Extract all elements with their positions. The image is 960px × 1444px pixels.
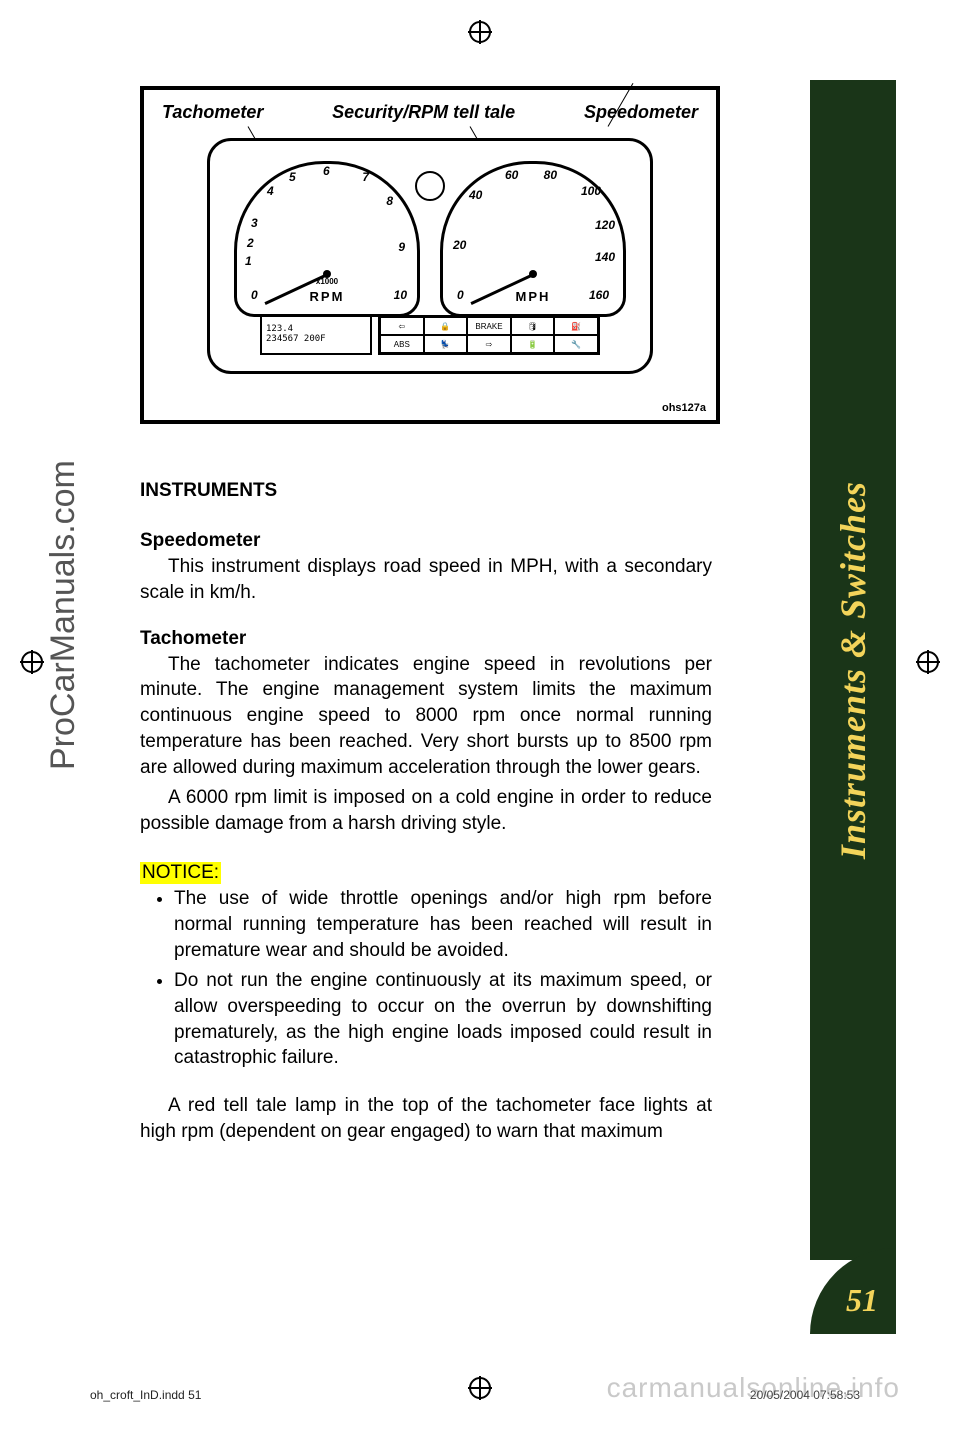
tachometer-heading: Tachometer: [140, 628, 712, 650]
page-number: 51: [846, 1282, 878, 1319]
tach-tick: 1: [245, 254, 252, 268]
turn-left-icon: ⇦: [380, 317, 424, 335]
tach-tick: 8: [386, 194, 393, 208]
section-title: INSTRUMENTS: [140, 480, 712, 502]
warning-icon-grid: ⇦ 🔒 BRAKE 🛢 ⛽ ABS 💺 ⇨ 🔋 🔧: [378, 315, 600, 355]
speedometer-paragraph: This instrument displays road speed in M…: [140, 554, 712, 606]
tail-paragraph: A red tell tale lamp in the top of the t…: [140, 1093, 712, 1145]
speed-tick: 40: [469, 188, 482, 202]
diagram-labels: Tachometer Security/RPM tell tale Speedo…: [144, 102, 716, 123]
tach-tick: 9: [398, 240, 405, 254]
lower-panels: 123.4 234567 200F ⇦ 🔒 BRAKE 🛢 ⛽ ABS 💺 ⇨ …: [260, 315, 600, 355]
engine-icon: 🔧: [554, 335, 598, 353]
tach-tick: 5: [289, 170, 296, 184]
abs-icon: ABS: [380, 335, 424, 353]
crop-mark: [468, 1376, 492, 1400]
speed-unit: MPH: [443, 289, 623, 304]
tachometer-paragraph-2: A 6000 rpm limit is imposed on a cold en…: [140, 785, 712, 837]
logo-badge: [415, 171, 445, 201]
label-speedometer: Speedometer: [584, 102, 698, 123]
label-tachometer: Tachometer: [162, 102, 263, 123]
tach-sublabel: x1000: [237, 277, 417, 286]
notice-item: The use of wide throttle openings and/or…: [174, 886, 712, 963]
speed-tick: 100: [581, 184, 601, 198]
tachometer-paragraph-1: The tachometer indicates engine speed in…: [140, 652, 712, 781]
speedometer-dial: 0 20 40 60 80 100 120 140 160 MPH: [440, 161, 626, 317]
battery-icon: 🔋: [511, 335, 555, 353]
tachometer-dial: 0 1 2 3 4 5 6 7 8 9 10 x1000 RPM: [234, 161, 420, 317]
diagram-id: ohs127a: [662, 402, 706, 414]
lcd-panel: 123.4 234567 200F: [260, 315, 372, 355]
tach-tick: 2: [247, 236, 254, 250]
notice-label: NOTICE:: [140, 862, 221, 884]
crop-mark: [468, 20, 492, 44]
footer-file: oh_croft_InD.indd 51: [90, 1388, 201, 1402]
tach-tick: 6: [323, 164, 330, 178]
tach-tick: 4: [267, 184, 274, 198]
speedometer-heading: Speedometer: [140, 530, 712, 552]
speed-pivot: [529, 270, 537, 278]
oil-icon: 🛢: [511, 317, 555, 335]
brake-icon: BRAKE: [467, 317, 511, 335]
instrument-diagram: Tachometer Security/RPM tell tale Speedo…: [140, 86, 720, 424]
speed-tick: 20: [453, 238, 466, 252]
fuel-icon: ⛽: [554, 317, 598, 335]
speed-tick: 140: [595, 250, 615, 264]
notice-item: Do not run the engine continuously at it…: [174, 968, 712, 1071]
notice-list: The use of wide throttle openings and/or…: [140, 886, 712, 1071]
tach-tick: 3: [251, 216, 258, 230]
turn-right-icon: ⇨: [467, 335, 511, 353]
watermark-side: ProCarManuals.com: [44, 460, 83, 770]
crop-mark: [20, 650, 44, 674]
speed-tick: 120: [595, 218, 615, 232]
instrument-cluster: 0 1 2 3 4 5 6 7 8 9 10 x1000 RPM 0 20 40: [207, 138, 653, 374]
tach-unit: RPM: [237, 289, 417, 304]
lcd-line2: 234567 200F: [266, 335, 366, 345]
content-column: Tachometer Security/RPM tell tale Speedo…: [140, 86, 712, 1149]
seatbelt-icon: 💺: [424, 335, 468, 353]
lock-icon: 🔒: [424, 317, 468, 335]
section-tab: Instruments & Switches: [810, 80, 896, 1260]
speed-tick: 60: [505, 168, 518, 182]
footer-timestamp: 20/05/2004 07:58:53: [750, 1388, 860, 1402]
crop-mark: [916, 650, 940, 674]
section-tab-label: Instruments & Switches: [832, 481, 874, 859]
label-security-telltale: Security/RPM tell tale: [332, 102, 515, 123]
speed-tick: 80: [544, 168, 557, 182]
tach-tick: 7: [362, 170, 369, 184]
